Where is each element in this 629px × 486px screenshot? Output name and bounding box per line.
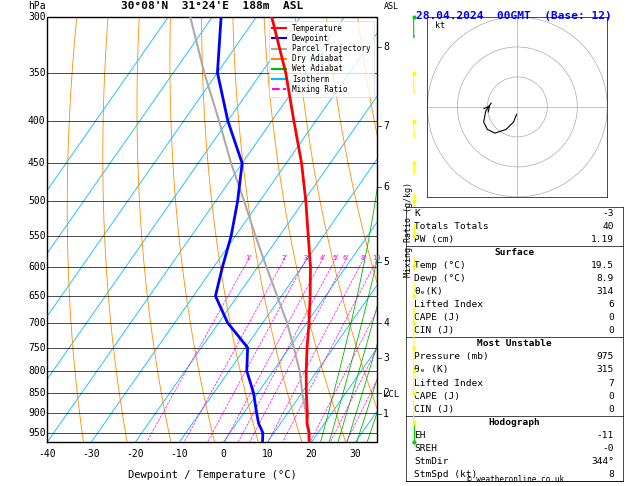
Text: 4: 4 xyxy=(320,255,323,261)
Text: 4: 4 xyxy=(383,318,389,328)
Legend: Temperature, Dewpoint, Parcel Trajectory, Dry Adiabat, Wet Adiabat, Isotherm, Mi: Temperature, Dewpoint, Parcel Trajectory… xyxy=(269,21,374,97)
Text: 10: 10 xyxy=(372,255,381,261)
Text: θₑ(K): θₑ(K) xyxy=(415,287,443,296)
Text: 350: 350 xyxy=(28,68,45,78)
Text: 0: 0 xyxy=(220,449,226,459)
Text: 6: 6 xyxy=(608,300,614,309)
Text: PW (cm): PW (cm) xyxy=(415,235,455,244)
Text: Dewpoint / Temperature (°C): Dewpoint / Temperature (°C) xyxy=(128,470,297,480)
Text: Dewp (°C): Dewp (°C) xyxy=(415,274,466,283)
Text: -10: -10 xyxy=(170,449,188,459)
Text: kt: kt xyxy=(435,21,445,30)
Text: 6: 6 xyxy=(383,182,389,192)
Text: Hodograph: Hodograph xyxy=(488,418,540,427)
Text: 550: 550 xyxy=(28,231,45,241)
Text: -11: -11 xyxy=(597,431,614,440)
Text: 40: 40 xyxy=(603,222,614,231)
Text: 850: 850 xyxy=(28,388,45,398)
Text: 315: 315 xyxy=(597,365,614,375)
Text: CIN (J): CIN (J) xyxy=(415,326,455,335)
Text: 5: 5 xyxy=(332,255,337,261)
Text: 8.9: 8.9 xyxy=(597,274,614,283)
Text: 10: 10 xyxy=(262,449,273,459)
Text: -40: -40 xyxy=(38,449,56,459)
Text: 6: 6 xyxy=(343,255,347,261)
Text: 750: 750 xyxy=(28,343,45,353)
Text: LCL: LCL xyxy=(383,390,399,399)
Text: 600: 600 xyxy=(28,262,45,272)
Text: 30: 30 xyxy=(350,449,361,459)
Text: 19.5: 19.5 xyxy=(591,261,614,270)
Text: Temp (°C): Temp (°C) xyxy=(415,261,466,270)
Text: © weatheronline.co.uk: © weatheronline.co.uk xyxy=(467,475,564,484)
Text: -3: -3 xyxy=(603,208,614,218)
Text: 950: 950 xyxy=(28,428,45,438)
Text: 7: 7 xyxy=(608,379,614,387)
Text: -20: -20 xyxy=(126,449,144,459)
Text: 1: 1 xyxy=(245,255,250,261)
Text: 0: 0 xyxy=(608,392,614,400)
Text: 20: 20 xyxy=(306,449,317,459)
Text: 30°08'N  31°24'E  188m  ASL: 30°08'N 31°24'E 188m ASL xyxy=(121,0,303,11)
Text: θₑ (K): θₑ (K) xyxy=(415,365,449,375)
Text: Pressure (mb): Pressure (mb) xyxy=(415,352,489,362)
Text: 2: 2 xyxy=(383,388,389,398)
Text: 400: 400 xyxy=(28,116,45,126)
Text: CAPE (J): CAPE (J) xyxy=(415,313,460,322)
Text: Totals Totals: Totals Totals xyxy=(415,222,489,231)
Text: -0: -0 xyxy=(603,444,614,453)
Text: 500: 500 xyxy=(28,196,45,207)
Text: Surface: Surface xyxy=(494,248,534,257)
Text: 450: 450 xyxy=(28,158,45,168)
Text: 3: 3 xyxy=(383,352,389,363)
Text: 0: 0 xyxy=(608,313,614,322)
Text: hPa: hPa xyxy=(28,0,45,11)
Text: 314: 314 xyxy=(597,287,614,296)
Text: 1: 1 xyxy=(383,409,389,419)
Text: 7: 7 xyxy=(383,121,389,131)
Text: Lifted Index: Lifted Index xyxy=(415,379,483,387)
Text: Most Unstable: Most Unstable xyxy=(477,339,552,348)
Text: 1.19: 1.19 xyxy=(591,235,614,244)
Text: 650: 650 xyxy=(28,291,45,301)
Text: 2: 2 xyxy=(281,255,286,261)
Text: 0: 0 xyxy=(608,405,614,414)
Text: 900: 900 xyxy=(28,408,45,418)
Text: K: K xyxy=(415,208,420,218)
Text: 8: 8 xyxy=(383,42,389,52)
Text: -30: -30 xyxy=(82,449,100,459)
Text: StmSpd (kt): StmSpd (kt) xyxy=(415,470,477,479)
Text: 344°: 344° xyxy=(591,457,614,466)
Text: CIN (J): CIN (J) xyxy=(415,405,455,414)
Text: 5: 5 xyxy=(383,257,389,267)
Text: 700: 700 xyxy=(28,318,45,328)
Text: 28.04.2024  00GMT  (Base: 12): 28.04.2024 00GMT (Base: 12) xyxy=(416,11,612,21)
Text: EH: EH xyxy=(415,431,426,440)
Text: SREH: SREH xyxy=(415,444,437,453)
Text: 3: 3 xyxy=(303,255,308,261)
Text: 800: 800 xyxy=(28,366,45,376)
Text: 8: 8 xyxy=(360,255,365,261)
Text: 300: 300 xyxy=(28,12,45,22)
Text: 975: 975 xyxy=(597,352,614,362)
Text: 0: 0 xyxy=(608,326,614,335)
Text: Mixing Ratio (g/kg): Mixing Ratio (g/kg) xyxy=(404,182,413,277)
Text: CAPE (J): CAPE (J) xyxy=(415,392,460,400)
Text: 8: 8 xyxy=(608,470,614,479)
Text: km
ASL: km ASL xyxy=(383,0,398,11)
Text: Lifted Index: Lifted Index xyxy=(415,300,483,309)
Text: StmDir: StmDir xyxy=(415,457,449,466)
